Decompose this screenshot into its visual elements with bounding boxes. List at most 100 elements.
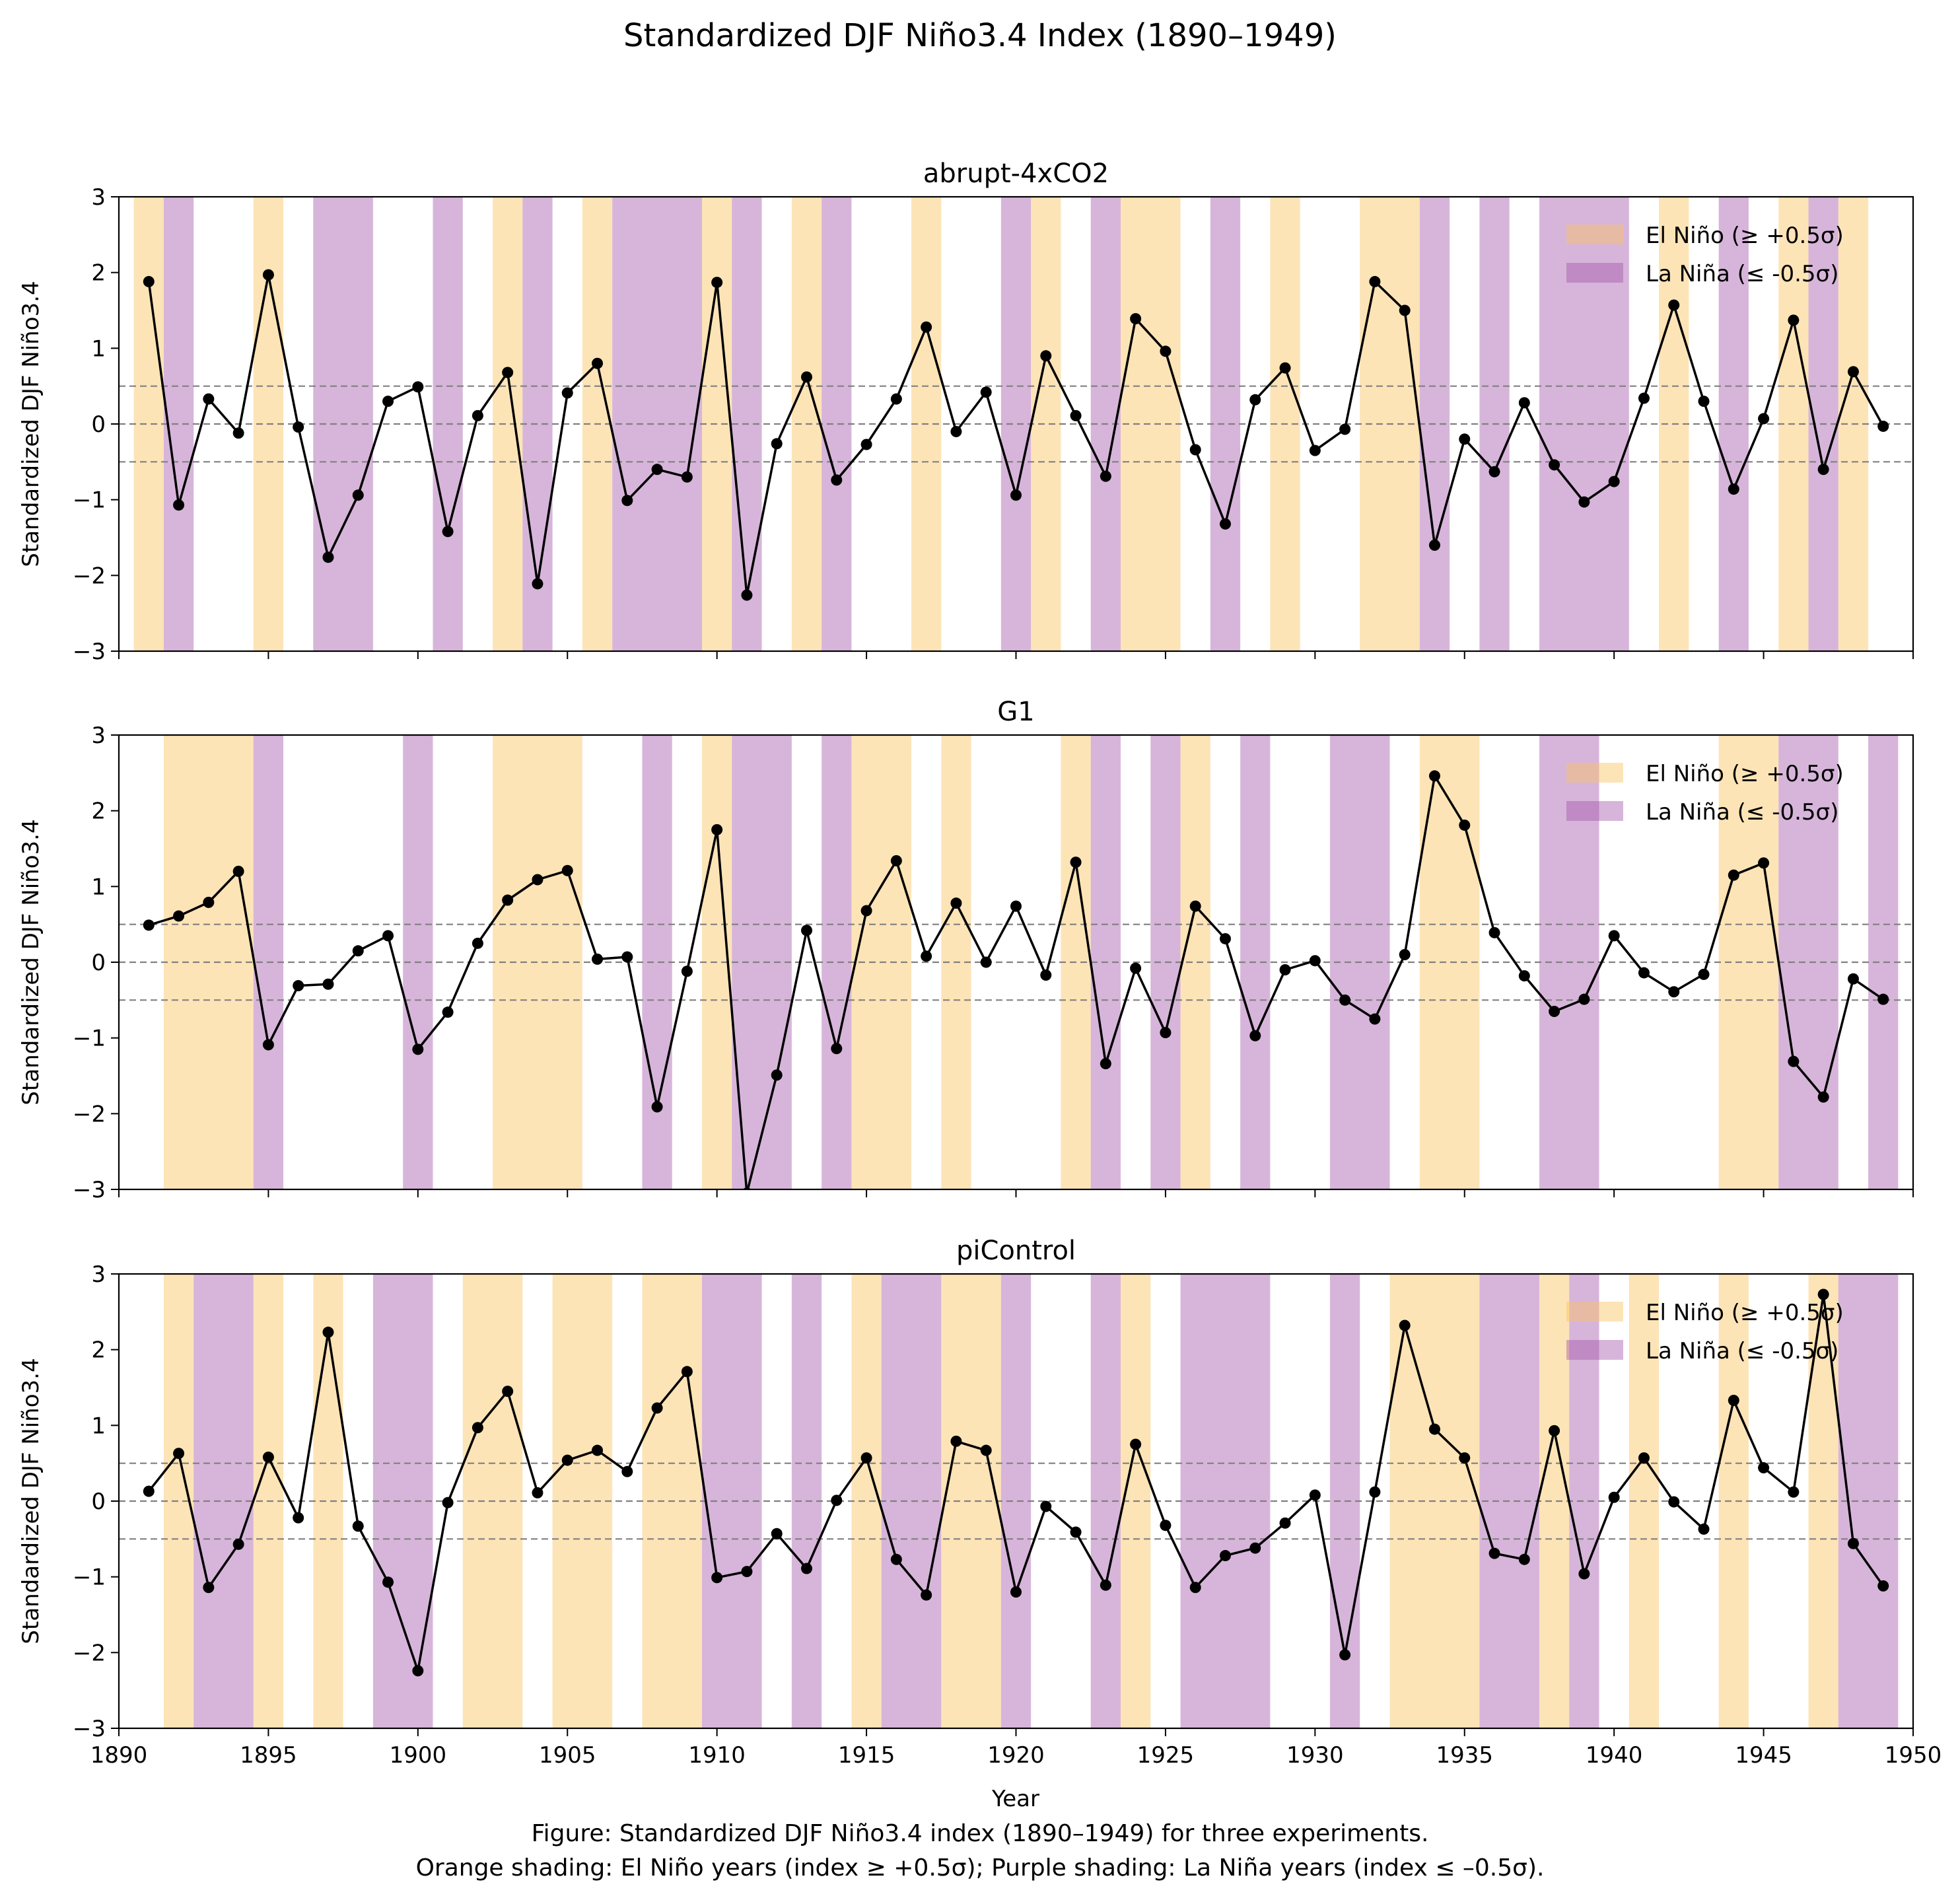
data-point: [1638, 1452, 1650, 1464]
y-tick-label: 0: [91, 411, 106, 438]
data-point: [741, 589, 753, 601]
legend-label-el-nino: El Niño (≥ +0.5σ): [1646, 1300, 1844, 1326]
la-nina-span: [372, 1274, 433, 1728]
data-point: [711, 1572, 723, 1584]
legend-swatch-la-nina: [1566, 263, 1623, 283]
x-tick-label: 1905: [539, 1742, 596, 1769]
data-point: [472, 1422, 483, 1434]
data-point: [1160, 1520, 1172, 1531]
data-point: [293, 980, 304, 992]
data-point: [1728, 869, 1739, 881]
data-point: [1279, 362, 1291, 374]
data-point: [143, 275, 155, 287]
data-point: [1488, 927, 1500, 938]
data-point: [1309, 1489, 1321, 1501]
data-point: [1578, 1568, 1590, 1580]
data-point: [1160, 345, 1172, 357]
data-point: [1428, 539, 1440, 551]
y-tick-label: 2: [91, 798, 106, 825]
data-point: [412, 381, 424, 393]
data-point: [1010, 489, 1022, 501]
data-point: [860, 1452, 872, 1464]
data-point: [1399, 304, 1411, 316]
la-nina-span: [1868, 735, 1899, 1189]
data-point: [1578, 993, 1590, 1005]
plot-area: [119, 197, 1913, 651]
data-point: [232, 865, 244, 877]
x-tick-label: 1895: [240, 1742, 297, 1769]
data-point: [890, 1553, 902, 1565]
data-point: [352, 489, 364, 501]
x-tick-label: 1930: [1286, 1742, 1344, 1769]
data-point: [1758, 857, 1770, 869]
data-point: [1160, 1027, 1172, 1039]
data-point: [1638, 967, 1650, 979]
data-point: [1369, 1486, 1381, 1498]
data-point: [950, 897, 962, 909]
data-point: [921, 321, 932, 333]
data-point: [1668, 299, 1680, 311]
data-point: [1249, 394, 1261, 405]
data-point: [771, 1069, 783, 1081]
data-point: [1608, 475, 1620, 487]
legend-label-la-nina: La Niña (≤ -0.5σ): [1646, 261, 1838, 287]
data-point: [1219, 1550, 1231, 1562]
data-point: [472, 409, 483, 421]
data-point: [1817, 1091, 1829, 1103]
data-point: [651, 1402, 663, 1414]
el-nino-span: [851, 1274, 882, 1728]
data-point: [322, 1326, 334, 1338]
data-point: [173, 499, 185, 511]
data-point: [561, 864, 573, 876]
data-point: [1309, 444, 1321, 456]
data-point: [1847, 366, 1859, 378]
data-point: [1100, 470, 1111, 482]
data-point: [1040, 969, 1052, 981]
data-point: [651, 464, 663, 475]
x-tick-label: 1945: [1735, 1742, 1792, 1769]
data-point: [203, 1582, 215, 1594]
data-point: [771, 1528, 783, 1539]
data-point: [262, 1039, 274, 1051]
data-point: [921, 1589, 932, 1601]
y-axis-label: Standardized DJF Niño3.4: [18, 281, 44, 567]
data-point: [412, 1043, 424, 1055]
data-point: [831, 474, 843, 486]
y-tick-label: −2: [73, 1640, 106, 1666]
y-tick-label: 3: [91, 1261, 106, 1288]
data-point: [1459, 433, 1471, 445]
plot-area: [119, 735, 1913, 1189]
data-point: [1549, 1425, 1560, 1436]
data-point: [322, 551, 334, 563]
data-point: [1758, 413, 1770, 425]
data-point: [532, 1487, 543, 1498]
x-tick-label: 1900: [390, 1742, 447, 1769]
data-point: [262, 1451, 274, 1463]
data-point: [1040, 1500, 1052, 1512]
data-point: [232, 427, 244, 439]
data-point: [681, 966, 693, 977]
data-point: [1249, 1030, 1261, 1041]
panel-1: −3 −2 −1 0 1 2 3 G1 Standardized DJF Niño3.4 El N…: [18, 697, 1914, 1203]
data-point: [1010, 1586, 1022, 1598]
data-point: [801, 925, 813, 936]
data-point: [1578, 496, 1590, 508]
data-point: [651, 1101, 663, 1113]
data-point: [532, 578, 543, 590]
el-nino-span: [941, 1274, 1001, 1728]
el-nino-span: [1031, 197, 1061, 651]
data-point: [561, 387, 573, 399]
data-point: [173, 1448, 185, 1460]
legend: El Niño (≥ +0.5σ) La Niña (≤ -0.5σ): [1566, 223, 1844, 287]
y-tick-label: 0: [91, 950, 106, 976]
data-point: [1459, 1452, 1471, 1464]
data-point: [1279, 964, 1291, 975]
data-point: [1339, 423, 1351, 435]
y-tick-label: 2: [91, 1337, 106, 1364]
data-point: [1189, 1582, 1201, 1594]
panel-2: −3 −2 −1 0 1 2 3 1890 1895 1900 1905 1910 1915 1920 19…: [18, 1236, 1942, 1769]
data-point: [1189, 900, 1201, 912]
y-tick-label: 0: [91, 1489, 106, 1515]
data-point: [801, 371, 813, 383]
